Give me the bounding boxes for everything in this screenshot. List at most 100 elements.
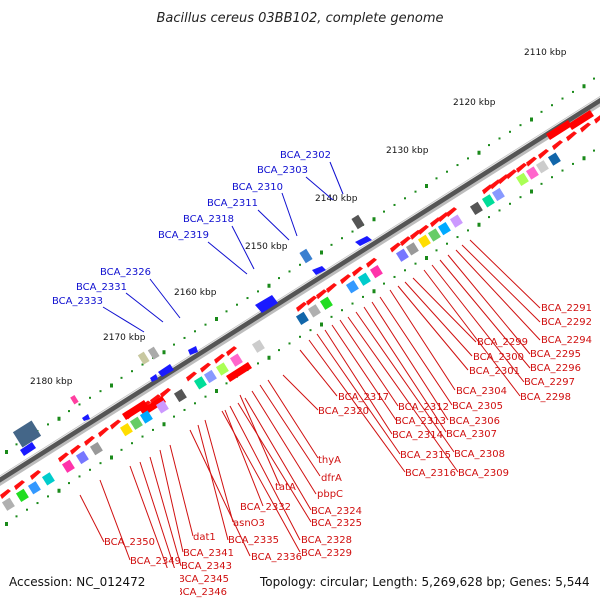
scale-tick xyxy=(215,389,218,393)
scale-tick xyxy=(540,110,543,113)
scale-tick xyxy=(267,355,271,360)
inner-gene-labels: BCA_2291 BCA_2292 BCA_2294 BCA_2295 BCA_… xyxy=(104,303,592,598)
scale-tick xyxy=(99,462,102,465)
gene-block xyxy=(139,410,153,424)
label-leader-line xyxy=(251,390,317,495)
scale-tick xyxy=(351,230,354,233)
label-leader-line xyxy=(221,410,301,553)
gene-block xyxy=(491,187,505,202)
scale-tick xyxy=(131,370,133,373)
label-leader-line xyxy=(299,349,338,397)
genome-backbone xyxy=(0,95,600,487)
outer-gene-labels: BCA_2302 BCA_2303 BCA_2310 BCA_2311 BCA_… xyxy=(52,150,331,307)
gene-label: BCA_2305 xyxy=(452,401,503,412)
label-leader-line xyxy=(281,192,298,237)
gene-block xyxy=(229,353,243,367)
label-leader-line xyxy=(404,281,473,357)
gene-block xyxy=(469,201,483,216)
kbp-labels: 2110 kbp 2120 kbp 2130 kbp 2140 kbp 2150… xyxy=(30,48,567,387)
gene-label: BCA_2349 xyxy=(130,556,181,567)
scale-tick xyxy=(456,164,459,167)
gene-arrow xyxy=(482,184,493,195)
gene-label: BCA_2346 xyxy=(176,587,227,598)
gene-label: BCA_2312 xyxy=(398,402,449,413)
gene-label: BCA_2343 xyxy=(181,561,232,572)
gene-label: BCA_2296 xyxy=(530,363,581,374)
gene-label: BCA_2314 xyxy=(392,430,443,441)
gene-arrow xyxy=(594,115,600,124)
label-leader-line xyxy=(439,259,531,369)
scale-tick xyxy=(477,150,481,155)
label-leader-lines xyxy=(79,161,541,593)
gene-block xyxy=(417,234,431,248)
topology-text: Topology: circular; Length: 5,269,628 bp… xyxy=(259,575,590,589)
scale-tick xyxy=(162,422,166,427)
label-leader-line xyxy=(455,249,541,341)
gene-label: BCA_2318 xyxy=(183,214,234,225)
gene-label: BCA_2302 xyxy=(280,150,331,161)
gene-arrow xyxy=(566,131,577,142)
gene-block xyxy=(357,272,371,286)
gene-block xyxy=(437,222,451,236)
gene-label: BCA_2315 xyxy=(400,450,451,461)
label-leader-line xyxy=(231,225,255,270)
gene-arrow xyxy=(140,396,166,416)
gene-arrow xyxy=(188,346,198,355)
scale-tick xyxy=(393,203,396,206)
gene-label: BCA_2335 xyxy=(228,535,279,546)
gene-arrow xyxy=(226,362,252,382)
gene-arrow xyxy=(418,224,429,235)
gene-arrow xyxy=(506,169,517,180)
label-leader-line xyxy=(79,494,105,543)
gene-block xyxy=(535,160,549,174)
map-title: Bacillus cereus 03BB102, complete genome xyxy=(156,11,443,26)
scale-tick xyxy=(509,202,511,205)
scale-tick xyxy=(236,303,238,306)
scale-tick xyxy=(173,343,175,346)
label-leader-line xyxy=(204,419,234,523)
gene-label: BCA_2329 xyxy=(301,548,352,559)
scale-tick xyxy=(330,243,333,246)
gene-block xyxy=(41,472,55,486)
gene-label: BCA_2341 xyxy=(183,548,234,559)
gene-label: BCA_2316 xyxy=(405,468,456,479)
gene-block xyxy=(129,416,143,430)
gene-block xyxy=(319,296,333,310)
label-leader-line xyxy=(139,461,179,580)
scale-tick xyxy=(110,455,113,460)
scale-tick xyxy=(204,323,207,326)
gene-label: BCA_2332 xyxy=(240,502,291,513)
scale-tick xyxy=(446,242,448,245)
gene-arrow xyxy=(158,364,174,377)
scale-tick xyxy=(341,237,343,240)
gene-block xyxy=(299,248,313,264)
gene-arrow xyxy=(516,162,527,173)
gene-block xyxy=(525,166,539,180)
gene-label: asnO3 xyxy=(233,518,265,529)
scale-tick xyxy=(551,104,553,107)
gene-label: BCA_2336 xyxy=(251,552,302,563)
label-leader-line xyxy=(305,176,334,201)
kbp-label: 2110 kbp xyxy=(524,48,567,58)
scale-tick xyxy=(194,402,196,405)
gene-arrow xyxy=(82,414,90,421)
accession-text: Accession: NC_012472 xyxy=(9,575,145,589)
kbp-label: 2140 kbp xyxy=(315,194,358,204)
scale-tick xyxy=(341,309,343,312)
scale-tick xyxy=(57,488,61,493)
gene-block xyxy=(155,400,169,414)
gene-block xyxy=(1,497,15,511)
gene-label: pbpC xyxy=(317,489,343,500)
gene-label: BCA_2297 xyxy=(524,377,575,388)
gene-label: BCA_2333 xyxy=(52,296,103,307)
label-leader-line xyxy=(224,409,264,507)
label-leader-line xyxy=(355,311,455,453)
gene-label: BCA_2307 xyxy=(446,429,497,440)
label-leader-line xyxy=(239,394,281,487)
label-leader-line xyxy=(316,333,401,455)
label-leader-line xyxy=(371,301,449,421)
gene-arrow xyxy=(316,289,327,300)
scale-tick xyxy=(141,435,144,438)
scale-tick xyxy=(257,362,259,365)
